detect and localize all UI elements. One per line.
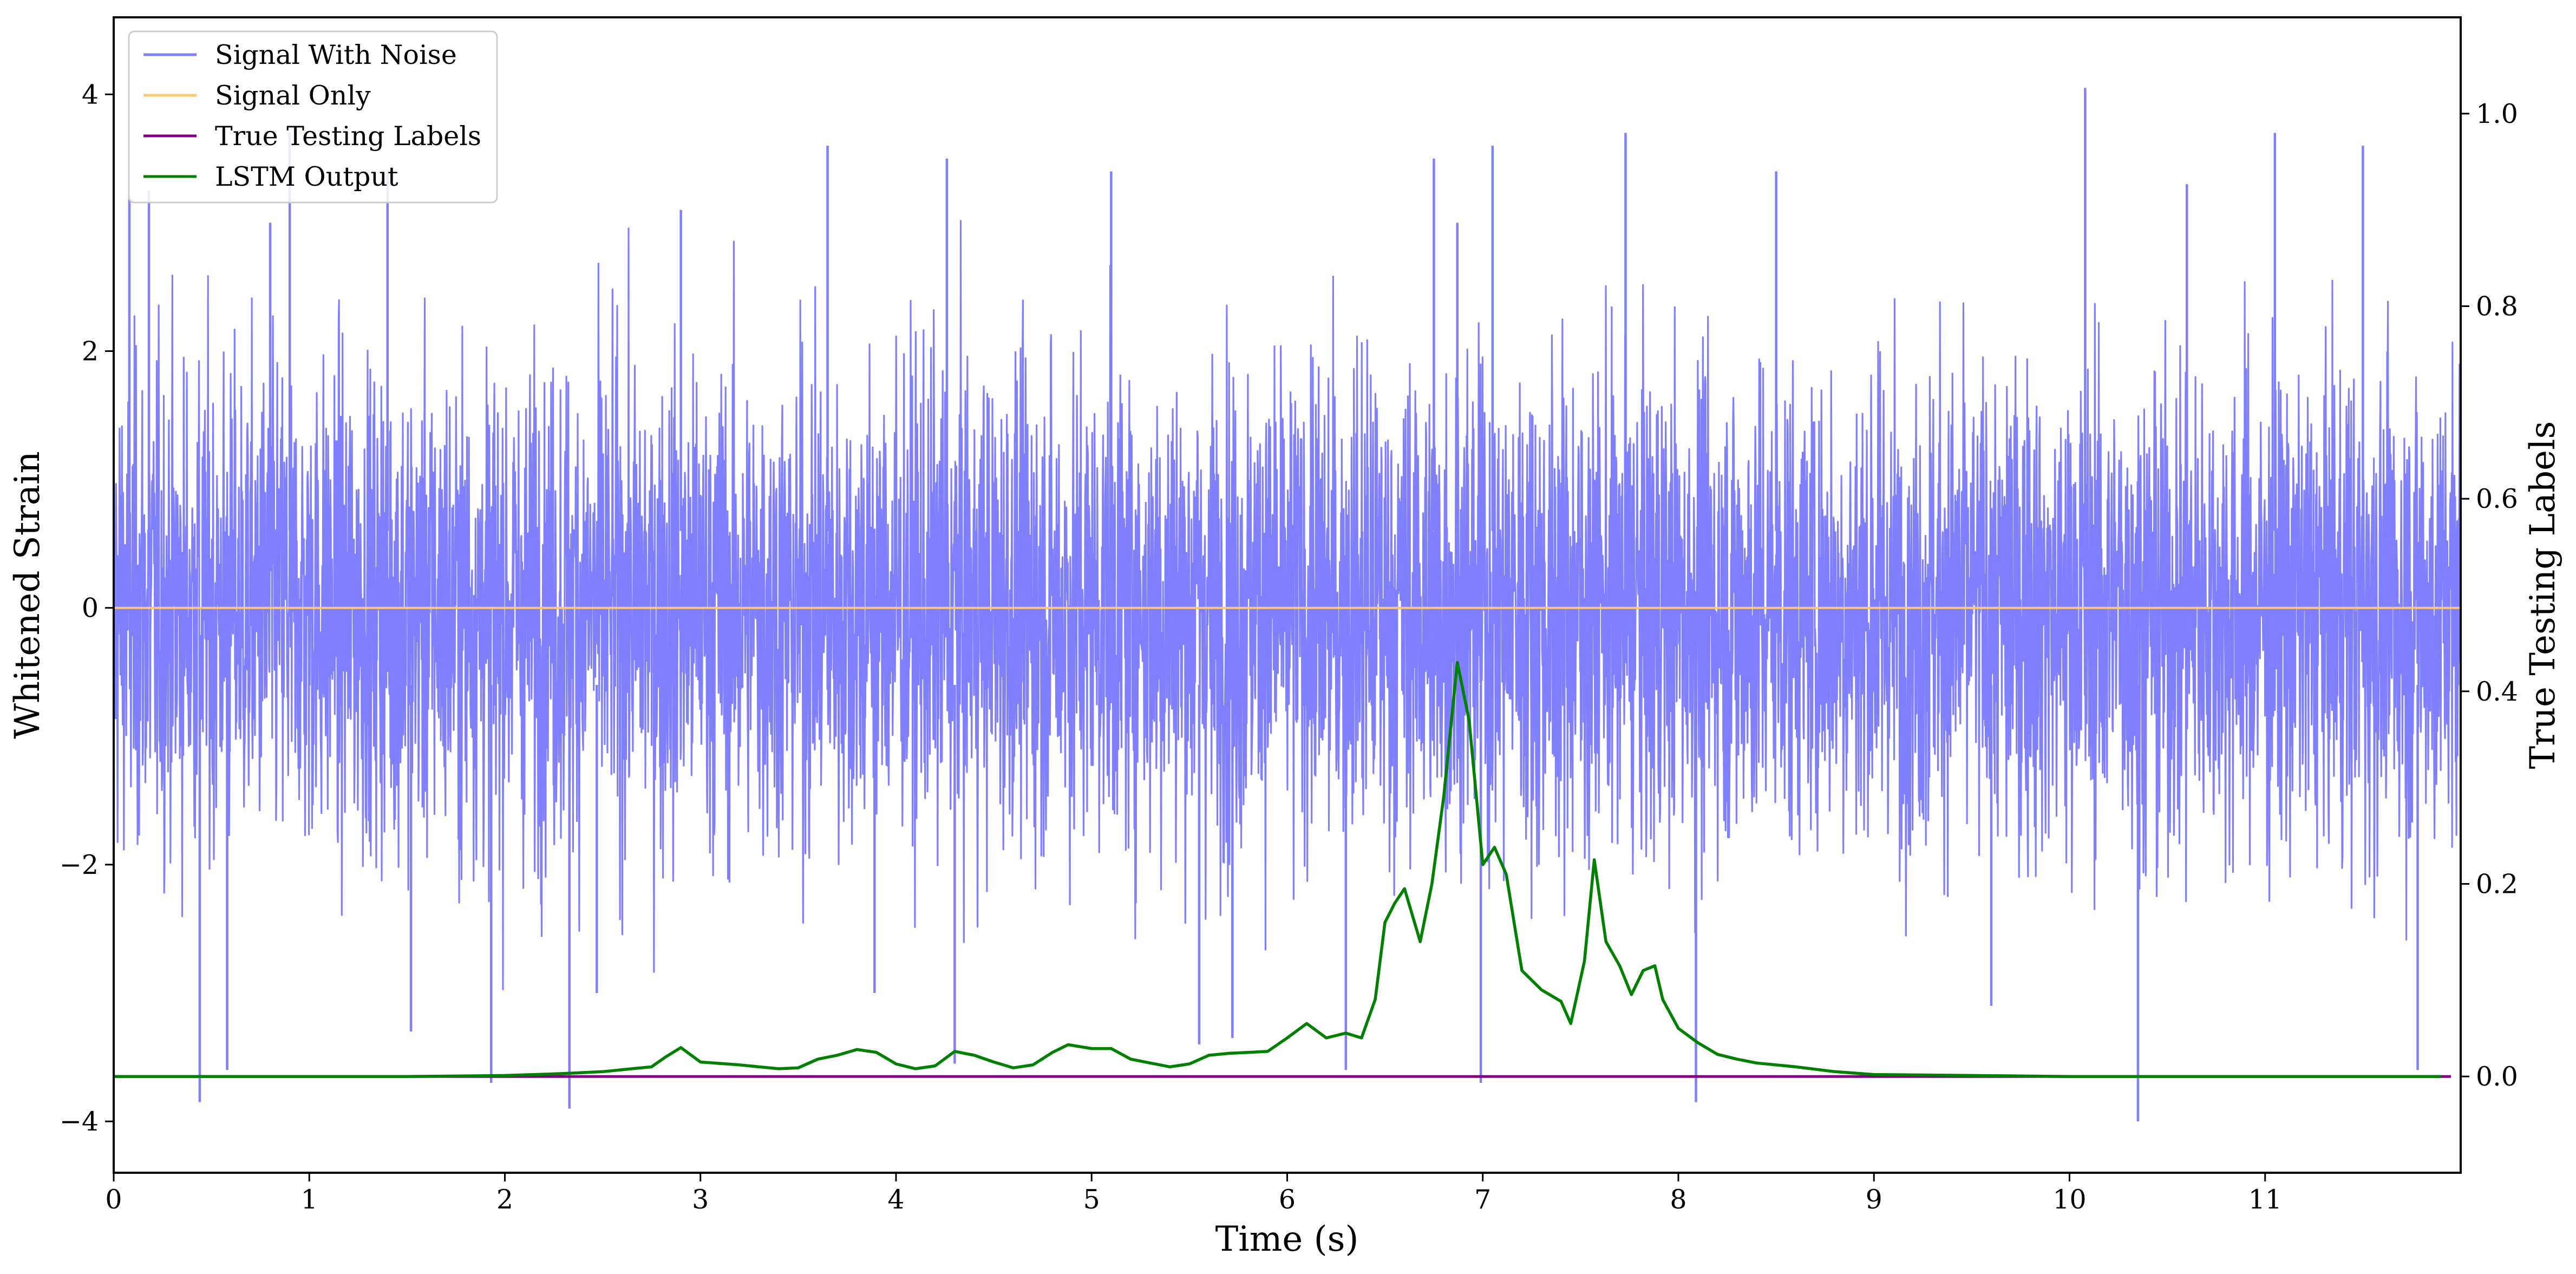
signal-with-noise-series — [114, 220, 2461, 990]
right-y-tick-label: 0.8 — [2476, 291, 2518, 322]
noise-spikes — [128, 88, 2419, 1122]
x-tick-label: 8 — [1670, 1184, 1686, 1215]
x-tick-label: 6 — [1279, 1184, 1296, 1215]
legend-box — [128, 30, 498, 204]
x-tick-label: 3 — [692, 1184, 709, 1215]
legend-label-lstm-output: LSTM Output — [215, 161, 398, 192]
right-y-tick-label: 0.0 — [2476, 1061, 2518, 1092]
y-axis-label: Whitened Strain — [8, 451, 48, 739]
right-y-tick-label: 0.4 — [2476, 676, 2518, 707]
x-tick-label: 10 — [2052, 1184, 2086, 1215]
series-lines — [114, 606, 2461, 1078]
axes: 0 1 2 3 4 5 6 7 8 9 10 11 4 2 0 −2 −4 1.0 0.8 0.6 0.4 0.2 0.0 — [60, 79, 2518, 1215]
y-tick-label: 4 — [82, 79, 99, 110]
x-tick-label: 0 — [105, 1184, 122, 1215]
x-tick-label: 11 — [2248, 1184, 2282, 1215]
right-y-tick-label: 1.0 — [2476, 99, 2518, 129]
y-tick-label: −4 — [60, 1106, 99, 1137]
lstm-output-line — [114, 661, 2441, 1078]
x-tick-label: 4 — [887, 1184, 904, 1215]
x-tick-label: 2 — [496, 1184, 513, 1215]
y-tick-label: −2 — [60, 850, 99, 880]
x-tick-label: 5 — [1083, 1184, 1100, 1215]
signal-with-noise-line — [114, 220, 2461, 990]
x-tick-label: 1 — [301, 1184, 318, 1215]
x-axis-label: Time (s) — [1215, 1219, 1359, 1259]
y-tick-label: 2 — [82, 336, 99, 367]
legend: Signal With Noise Signal Only True Testi… — [128, 30, 498, 204]
y-tick-label: 0 — [82, 593, 99, 624]
right-y-tick-label: 0.2 — [2476, 869, 2518, 900]
x-tick-label: 7 — [1474, 1184, 1491, 1215]
legend-label-signal-only: Signal Only — [215, 80, 371, 111]
legend-label-signal-with-noise: Signal With Noise — [215, 40, 457, 70]
right-y-tick-label: 0.6 — [2476, 484, 2518, 514]
x-tick-label: 9 — [1866, 1184, 1882, 1215]
right-y-axis-label: True Testing Labels — [2523, 421, 2563, 769]
legend-label-true-testing-labels: True Testing Labels — [215, 121, 481, 152]
